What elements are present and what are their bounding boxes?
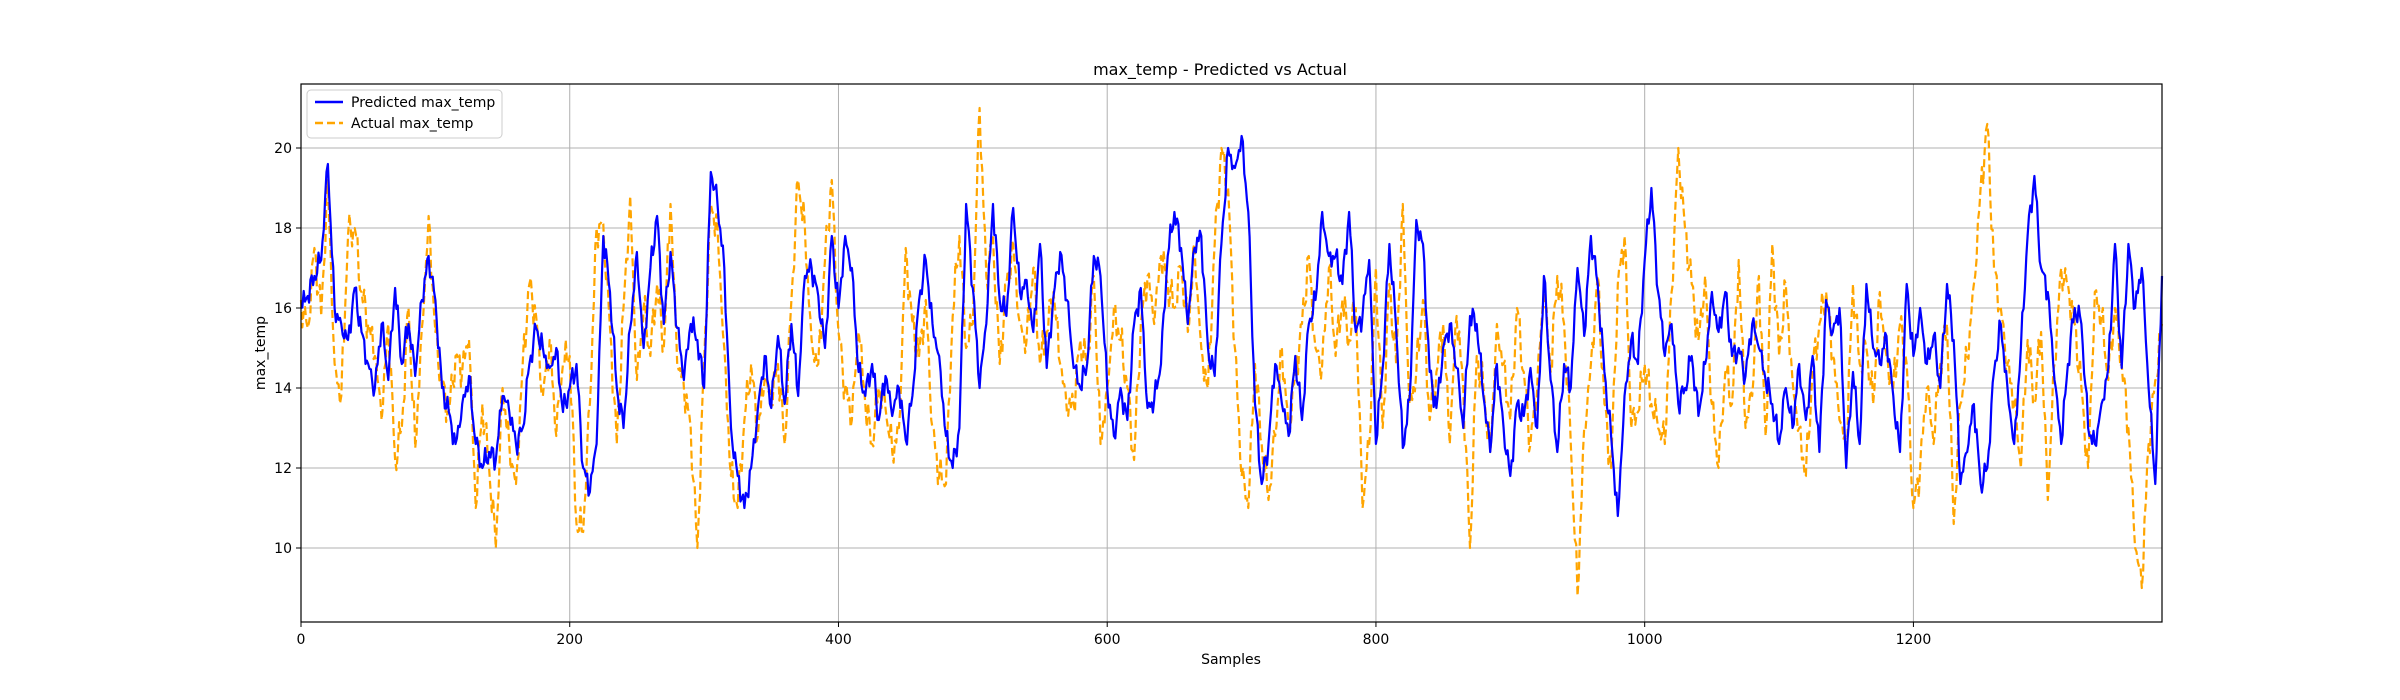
legend-label-predicted: Predicted max_temp	[351, 95, 495, 111]
axes-frame	[300, 83, 2163, 623]
series-line-actual	[299, 106, 2164, 598]
x-tick-label: 1200	[1896, 632, 1932, 648]
y-tick-label: 14	[274, 381, 292, 397]
chart-title: max_temp - Predicted vs Actual	[1093, 60, 1347, 80]
y-tick-label: 18	[274, 221, 292, 237]
y-tick-label: 10	[274, 541, 292, 557]
y-tick-label: 12	[274, 461, 292, 477]
y-tick-label: 20	[274, 141, 292, 157]
x-tick-label: 1000	[1627, 632, 1663, 648]
x-tick-label: 800	[1363, 632, 1390, 648]
x-tick-label: 0	[297, 632, 306, 648]
x-tick-label: 400	[825, 632, 852, 648]
y-tick-label: 16	[274, 301, 292, 317]
x-axis-label: Samples	[1201, 652, 1261, 668]
y-axis-label: max_temp	[253, 316, 269, 390]
legend-label-actual: Actual max_temp	[351, 116, 474, 132]
series-line-predicted	[300, 134, 2164, 518]
series-layer	[299, 106, 2164, 598]
x-tick-label: 600	[1094, 632, 1121, 648]
legend-box	[306, 89, 503, 139]
y-axis: 10 12 14 16 18 20	[274, 141, 301, 557]
x-axis: 0 200 400 600 800 1000 1200	[297, 622, 1932, 648]
x-tick-label: 200	[556, 632, 583, 648]
legend: Predicted max_temp Actual max_temp	[306, 89, 503, 139]
